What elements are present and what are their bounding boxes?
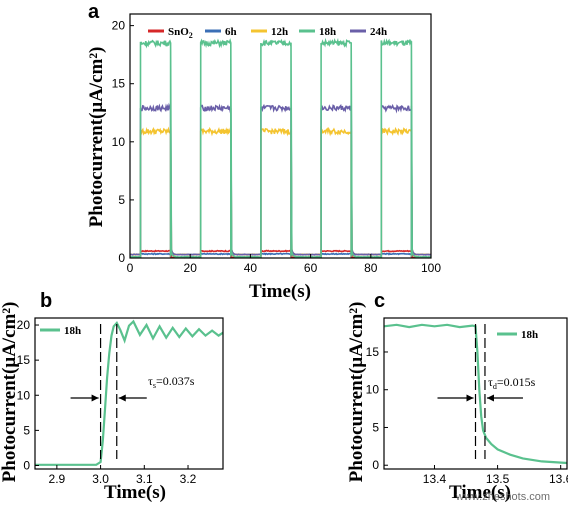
plot-area-c [383,323,568,465]
x-tick-label: 40 [244,261,258,275]
panel-letter-c: c [374,290,385,312]
x-tick-label: 2.9 [49,472,66,486]
y-tick-label: 15 [112,77,126,91]
x-tick-label: 100 [421,261,441,275]
x-axis-title-b: Time(s) [104,482,166,503]
legend-a: SnO2 6h 12h 18h 24h [148,26,387,40]
y-tick-label: 5 [23,423,30,437]
left-arrow-head [466,394,474,402]
series-line-18h [35,319,224,466]
y-tick-label: 10 [366,383,380,397]
legend-label-sub: 2 [189,31,193,40]
plot-area-a [129,37,432,259]
y-tick-label: 0 [23,458,30,472]
right-arrow-head [486,394,494,402]
x-tick-label: 60 [304,261,318,275]
ticks-b: 2.9 3.0 3.1 3.2 0 5 10 15 20 [17,318,197,486]
series-line-24h [129,102,432,256]
x-tick-label: 0 [127,261,134,275]
y-tick-label: 5 [118,193,125,207]
left-arrow-head [91,394,99,402]
x-tick-label: 13.6 [549,472,568,486]
y-axis-title-b: Photocurrent(μA/cm²) [0,302,20,483]
right-arrow-head [118,394,126,402]
annotation-c: τd=0.015s [437,375,536,402]
legend-c: 18h [497,329,538,341]
x-tick-label: 3.2 [180,472,197,486]
legend-label-SnO2: SnO2 [168,26,193,40]
legend-label-6h: 6h [225,26,237,38]
y-tick-label: 5 [372,420,379,434]
response-time-label: τs=0.037s [148,374,195,390]
x-tick-label: 80 [364,261,378,275]
response-time-label: τd=0.015s [488,375,536,391]
x-tick-label: 3.1 [136,472,153,486]
x-tick-label: 13.4 [423,472,447,486]
panel-c: c 13.4 13.5 13.6 0 5 10 15 18h τd=0.015s Time(… [346,290,568,503]
y-axis-title-a: Photocurrent(μA/cm²) [86,47,107,228]
x-tick-label: 3.0 [92,472,109,486]
legend-label-main: SnO [168,26,189,38]
legend-label-24h: 24h [370,26,387,38]
x-tick-label: 13.5 [486,472,510,486]
y-tick-label: 10 [17,388,31,402]
frame-a [129,13,432,259]
panel-a: a SnO2 6h 12h 18h 24h 0 20 40 60 80 100 0 5 10 15 20 T… [86,1,441,302]
y-tick-label: 15 [17,353,31,367]
legend-label-12h: 12h [271,26,288,38]
ticks-a: 0 20 40 60 80 100 0 5 10 15 20 [112,19,442,275]
frame-c [383,317,568,470]
y-tick-label: 20 [17,318,31,332]
y-tick-label: 10 [112,135,126,149]
series-line-18h [129,37,432,259]
annotation-b: τs=0.037s [70,374,195,402]
legend-label-18h: 18h [319,26,336,38]
legend-label-18h: 18h [64,325,81,337]
plot-area-b [35,319,224,466]
panel-b: b 2.9 3.0 3.1 3.2 0 5 10 15 20 18h τs=0.037s Tim… [0,290,224,503]
series-line-18h [383,323,568,465]
y-tick-label: 15 [366,345,380,359]
x-axis-title-a: Time(s) [249,281,311,302]
y-tick-label: 0 [372,458,379,472]
watermark: www.zheshots.com [455,491,550,503]
ticks-c: 13.4 13.5 13.6 0 5 10 15 [366,345,568,486]
y-tick-label: 20 [112,19,126,33]
legend-label-18h: 18h [521,329,538,341]
x-axis-title-c: Time(s) [449,482,511,503]
panel-letter-b: b [40,290,52,312]
x-tick-label: 20 [184,261,198,275]
series-line-12h [129,126,431,256]
y-tick-label: 0 [118,251,125,265]
panel-letter-a: a [88,1,100,23]
frame-b [34,317,224,470]
y-axis-title-c: Photocurrent(μA/cm²) [346,302,367,483]
legend-b: 18h [40,325,81,337]
